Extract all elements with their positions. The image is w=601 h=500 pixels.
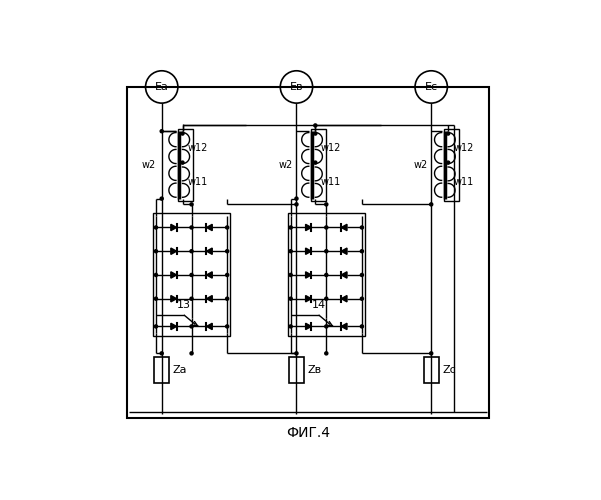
Circle shape [295,352,298,355]
Circle shape [225,250,229,253]
Circle shape [190,274,193,276]
Text: Za: Za [173,366,188,376]
Circle shape [289,274,292,276]
Circle shape [361,274,364,276]
Circle shape [190,297,193,300]
Text: Еа: Еа [155,82,169,92]
Text: Ес: Ес [425,82,438,92]
Polygon shape [305,224,311,230]
Bar [444,130,459,200]
Polygon shape [171,296,177,302]
Polygon shape [341,323,347,330]
Circle shape [447,161,450,164]
Text: w2: w2 [142,160,156,170]
Circle shape [289,250,292,253]
Circle shape [160,130,163,133]
Circle shape [190,226,193,229]
Text: w11: w11 [453,177,474,187]
Polygon shape [171,272,177,278]
Circle shape [430,352,433,355]
Text: w2: w2 [278,160,293,170]
Bar [154,357,169,384]
Circle shape [190,203,193,206]
Circle shape [295,197,298,200]
Circle shape [190,325,193,328]
Circle shape [325,250,328,253]
Text: Zв: Zв [308,366,322,376]
Circle shape [289,325,292,328]
Polygon shape [305,248,311,254]
Circle shape [225,226,229,229]
Circle shape [325,297,328,300]
Circle shape [314,161,317,164]
Bar [424,357,439,384]
Circle shape [325,203,328,206]
Text: w12: w12 [453,143,474,153]
Text: w11: w11 [188,177,208,187]
Text: w12: w12 [320,143,341,153]
Circle shape [154,226,157,229]
Bar [178,130,193,200]
Text: 14: 14 [311,300,326,310]
Polygon shape [341,248,347,254]
Circle shape [447,132,450,135]
Circle shape [160,352,163,355]
Circle shape [154,274,157,276]
Circle shape [160,197,163,200]
Circle shape [361,325,364,328]
Circle shape [190,352,193,355]
Circle shape [430,203,433,206]
Circle shape [190,250,193,253]
Text: Zc: Zc [442,366,456,376]
Polygon shape [341,296,347,302]
Circle shape [154,250,157,253]
Circle shape [361,250,364,253]
Circle shape [314,132,317,135]
Circle shape [361,226,364,229]
Bar [311,130,326,200]
Circle shape [225,297,229,300]
Circle shape [181,132,184,135]
Bar [289,357,304,384]
Circle shape [325,325,328,328]
Polygon shape [207,296,212,302]
Text: Ев: Ев [290,82,304,92]
Circle shape [361,297,364,300]
Bar [127,87,489,418]
Circle shape [225,274,229,276]
Circle shape [325,274,328,276]
Circle shape [225,325,229,328]
Circle shape [154,325,157,328]
Bar [153,213,230,336]
Polygon shape [207,224,212,230]
Circle shape [289,226,292,229]
Bar [288,213,365,336]
Circle shape [314,124,317,127]
Text: w11: w11 [320,177,341,187]
Polygon shape [207,248,212,254]
Polygon shape [171,248,177,254]
Circle shape [325,352,328,355]
Circle shape [181,161,184,164]
Text: w2: w2 [413,160,427,170]
Polygon shape [305,296,311,302]
Polygon shape [305,323,311,330]
Polygon shape [207,323,212,330]
Polygon shape [171,224,177,230]
Polygon shape [341,224,347,230]
Circle shape [289,297,292,300]
Polygon shape [207,272,212,278]
Polygon shape [171,323,177,330]
Text: 13: 13 [177,300,191,310]
Circle shape [154,297,157,300]
Circle shape [295,203,298,206]
Polygon shape [341,272,347,278]
Text: ФИГ.4: ФИГ.4 [286,426,330,440]
Text: w12: w12 [188,143,208,153]
Circle shape [325,226,328,229]
Polygon shape [305,272,311,278]
